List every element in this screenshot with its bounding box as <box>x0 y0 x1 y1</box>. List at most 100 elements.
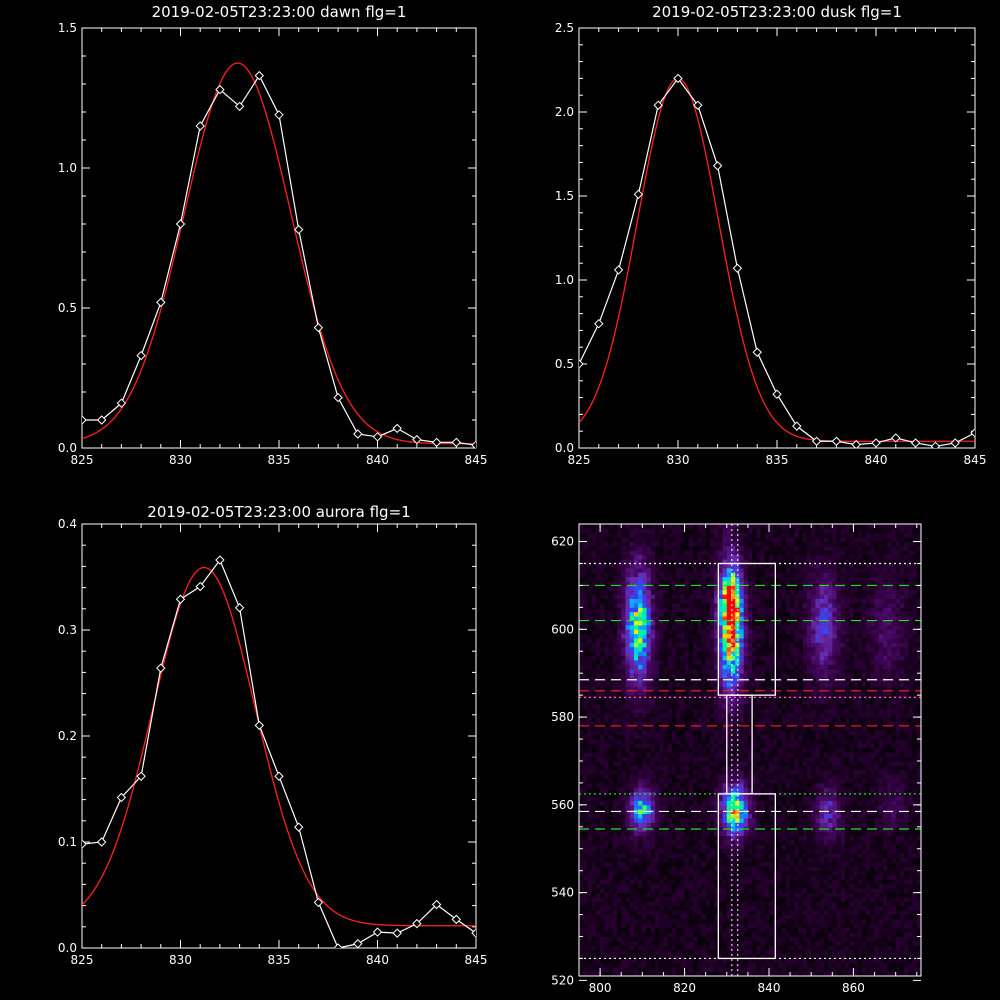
heatmap-cell <box>709 835 715 841</box>
heatmap-cell <box>777 905 783 911</box>
heatmap-cell <box>638 765 643 771</box>
heatmap-cell <box>836 778 842 784</box>
heatmap-cell <box>718 813 723 819</box>
heatmap-cell <box>655 839 660 845</box>
heatmap-cell <box>667 778 673 784</box>
heatmap-cell <box>600 782 605 788</box>
heatmap-cell <box>638 892 643 898</box>
heatmap-cell <box>718 787 723 793</box>
heatmap-cell <box>861 949 867 955</box>
heatmap-cell <box>895 778 901 784</box>
heatmap-cell <box>604 927 609 933</box>
heatmap-cell <box>908 826 913 832</box>
heatmap-cell <box>916 892 922 898</box>
heatmap-cell <box>883 923 888 929</box>
heatmap-cell <box>612 927 618 933</box>
heatmap-cell <box>773 765 778 771</box>
heatmap-cell <box>591 752 597 757</box>
heatmap-cell <box>743 813 749 819</box>
heatmap-cell <box>587 932 593 937</box>
heatmap-cell <box>600 804 605 810</box>
heatmap-cell <box>857 962 863 968</box>
heatmap-cell <box>650 861 656 867</box>
heatmap-cell <box>621 897 626 902</box>
heatmap-cell <box>760 787 766 793</box>
heatmap-cell <box>798 844 804 850</box>
heatmap-cell <box>790 839 795 845</box>
heatmap-cell <box>735 800 740 806</box>
heatmap-cell <box>701 809 707 815</box>
data-point-diamond <box>156 297 166 308</box>
heatmap-cell <box>764 918 770 924</box>
heatmap-cell <box>655 870 660 876</box>
heatmap-cell <box>705 945 711 951</box>
heatmap-cell <box>693 875 698 880</box>
heatmap-cell <box>781 861 787 867</box>
heatmap-cell <box>802 831 808 836</box>
heatmap-cell <box>891 857 897 863</box>
heatmap-cell <box>595 835 601 841</box>
heatmap-cell <box>861 800 867 806</box>
heatmap-cell <box>680 883 685 889</box>
heatmap-cell <box>667 743 673 749</box>
heatmap-cell <box>861 918 867 924</box>
heatmap-cell <box>760 739 766 744</box>
heatmap-cell <box>739 940 745 946</box>
heatmap-cell <box>752 897 757 902</box>
heatmap-cell <box>760 730 766 736</box>
heatmap-cell <box>752 892 757 898</box>
data-point-diamond <box>712 161 723 171</box>
heatmap-cell <box>688 818 694 823</box>
heatmap-cell <box>621 861 626 867</box>
heatmap-cell <box>823 853 829 858</box>
heatmap-cell <box>608 936 614 942</box>
heatmap-cell <box>849 813 854 819</box>
heatmap-cell <box>904 918 909 924</box>
heatmap-cell <box>857 804 863 810</box>
heatmap-cell <box>684 927 690 933</box>
heatmap-cell <box>912 796 918 801</box>
heatmap-cell <box>874 791 880 797</box>
heatmap-cell <box>693 844 698 850</box>
heatmap-cell <box>752 910 757 915</box>
heatmap-cell <box>819 857 825 863</box>
heatmap-cell <box>878 835 884 841</box>
heatmap-cell <box>688 848 694 854</box>
heatmap-cell <box>701 756 707 762</box>
heatmap-cell <box>608 725 614 731</box>
heatmap-cell <box>790 800 795 806</box>
heatmap-cell <box>857 800 863 806</box>
heatmap-cell <box>633 857 639 863</box>
heatmap-cell <box>608 875 614 880</box>
heatmap-cell <box>866 888 871 894</box>
heatmap-cell <box>866 910 871 915</box>
heatmap-cell <box>697 739 702 744</box>
heatmap-cell <box>866 967 871 973</box>
heatmap-cell <box>828 971 833 977</box>
heatmap-cell <box>646 813 652 819</box>
plot-frame <box>81 27 477 449</box>
heatmap-cell <box>680 734 685 740</box>
heatmap-cell <box>760 905 766 911</box>
heatmap-cell <box>828 892 833 898</box>
heatmap-cell <box>701 769 707 775</box>
heatmap-cell <box>832 760 837 766</box>
heatmap-cell <box>781 831 787 836</box>
heatmap-cell <box>747 756 753 762</box>
heatmap-cell <box>625 765 631 771</box>
heatmap-cell <box>815 813 821 819</box>
heatmap-cell <box>743 910 749 915</box>
heatmap-cell <box>891 932 897 937</box>
heatmap-cell <box>663 822 669 828</box>
heatmap-cell <box>726 927 732 933</box>
heatmap-cell <box>629 782 635 788</box>
heatmap-cell <box>798 870 804 876</box>
heatmap-cell <box>777 958 783 964</box>
data-point-diamond <box>950 438 960 448</box>
heatmap-cell <box>735 875 740 880</box>
heatmap-cell <box>866 879 871 885</box>
heatmap-cell <box>583 835 588 841</box>
heatmap-cell <box>714 866 719 872</box>
heatmap-cell <box>587 782 593 788</box>
heatmap-cell <box>785 861 791 867</box>
